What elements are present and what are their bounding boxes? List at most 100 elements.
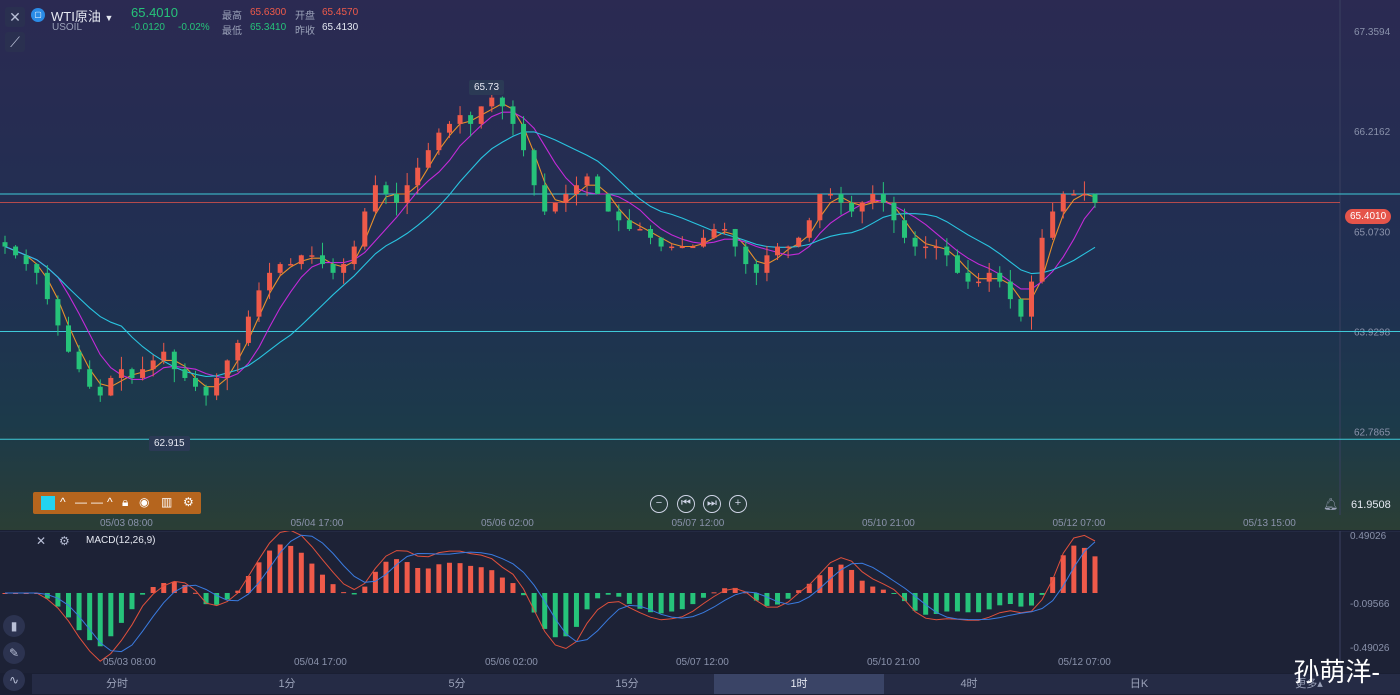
lock-icon[interactable]: 🔒︎: [122, 495, 129, 509]
candle-body: [108, 377, 114, 396]
macd-histogram-bar: [891, 593, 897, 594]
bottom-axis-value: 61.9508: [1351, 499, 1391, 511]
chevron-up-icon[interactable]: ^: [60, 495, 66, 509]
period-tab[interactable]: 4时: [960, 678, 978, 690]
candle-body: [203, 386, 209, 396]
macd-histogram-bar: [912, 593, 918, 611]
period-tab-active[interactable]: 1时: [714, 674, 884, 694]
indicator-settings-icon[interactable]: ⚙: [59, 534, 70, 548]
macd-histogram-bar: [965, 593, 971, 613]
candle-body: [372, 185, 378, 212]
candle-body: [309, 255, 315, 257]
drawing-tool-icon[interactable]: ⟋: [5, 32, 25, 52]
candle-body: [383, 185, 389, 194]
macd-histogram-bar: [161, 583, 167, 593]
price-chart[interactable]: 67.3594 66.2162 65.0730 63.9298 62.7865 05/0…: [0, 0, 1400, 530]
period-tab[interactable]: 日K: [1129, 678, 1149, 690]
scroll-end-button[interactable]: ⏭: [703, 495, 721, 513]
candle-body: [859, 202, 865, 212]
time-axis-label: 05/06 02:00: [481, 518, 534, 529]
macd-histogram-bar: [711, 592, 717, 594]
symbol-logo-icon: ▢: [31, 8, 45, 22]
macd-histogram-bar: [288, 545, 294, 593]
macd-histogram-bar: [108, 593, 114, 637]
candle-body: [489, 97, 495, 107]
macd-histogram-bar: [44, 593, 50, 599]
macd-histogram-bar: [457, 563, 463, 593]
candle-body: [743, 246, 749, 265]
macd-axis-label: 0.49026: [1350, 531, 1387, 542]
macd-histogram-bar: [1081, 547, 1087, 593]
candle-body: [171, 351, 177, 370]
candle-body: [362, 211, 368, 247]
pen-icon[interactable]: ✎: [3, 642, 25, 664]
candle-body: [319, 255, 325, 265]
macd-histogram-bar: [1007, 593, 1013, 605]
scroll-start-button[interactable]: ⏮: [677, 495, 695, 513]
color-swatch[interactable]: [41, 496, 55, 510]
candle-body: [13, 246, 19, 256]
close-chart-button[interactable]: ✕: [5, 7, 25, 27]
alert-bell-icon[interactable]: 🔔︎: [1323, 497, 1339, 511]
zoom-out-button[interactable]: −: [650, 495, 668, 513]
macd-chart[interactable]: 0.49026 -0.09566 -0.49026 05/03 08:00 05/04 …: [0, 531, 1400, 673]
macd-time-label: 05/03 08:00: [103, 657, 156, 668]
macd-histogram-bar: [436, 564, 442, 593]
candle-body: [902, 220, 908, 238]
macd-histogram-bar: [150, 587, 156, 593]
high-annotation: 65.73: [469, 80, 505, 95]
candle-body: [817, 193, 823, 221]
candle-body: [446, 123, 452, 133]
candle-body: [870, 193, 876, 203]
period-tab[interactable]: 1分: [278, 678, 296, 690]
macd-histogram-bar: [679, 593, 685, 610]
visibility-icon[interactable]: ◉: [139, 495, 150, 509]
macd-histogram-bar: [298, 552, 304, 593]
macd-histogram-bar: [605, 593, 611, 595]
macd-histogram-bar: [76, 593, 82, 631]
watermark: 孙萌洋-: [1293, 657, 1380, 687]
price-axis-label: 62.7865: [1354, 428, 1391, 439]
candle-body: [55, 299, 61, 326]
time-axis-label: 05/04 17:00: [291, 518, 344, 529]
line-style-icon[interactable]: —: [75, 495, 87, 509]
macd-histogram-bar: [192, 592, 198, 594]
candle-body: [415, 167, 421, 186]
macd-histogram-bar: [499, 577, 505, 593]
period-tab[interactable]: 5分: [448, 678, 466, 690]
period-selector: 分时 1分 5分 15分 1时 4时 日K 更多▴: [32, 674, 1400, 694]
candle-body: [552, 202, 558, 212]
settings-icon[interactable]: ⚙: [183, 495, 194, 509]
symbol-code: USOIL: [52, 22, 83, 33]
chevron-up-icon[interactable]: ^: [107, 495, 113, 509]
candle-body: [499, 97, 505, 107]
close-indicator-icon[interactable]: ✕: [36, 534, 47, 548]
indicator-icon[interactable]: ▮: [3, 615, 25, 637]
macd-histogram-bar: [118, 593, 124, 623]
macd-histogram-bar: [404, 562, 410, 593]
zoom-in-button[interactable]: +: [729, 495, 747, 513]
open-label: 开盘: [295, 11, 315, 22]
last-price: 65.4010: [131, 5, 178, 20]
candle-body: [118, 369, 124, 378]
candle-body: [679, 246, 685, 249]
macd-histogram-bar: [129, 593, 135, 610]
period-tab-more[interactable]: 更多▴: [1295, 678, 1323, 690]
change-value: -0.0120: [131, 22, 165, 33]
candle-body: [658, 237, 664, 247]
chart-type-icon[interactable]: ∿: [3, 669, 25, 691]
period-tab[interactable]: 15分: [615, 678, 639, 690]
macd-histogram-bar: [203, 593, 209, 605]
macd-histogram-bar: [415, 567, 421, 593]
macd-histogram-bar: [171, 581, 177, 593]
symbol-name[interactable]: WTI原油 ▼: [51, 9, 114, 24]
macd-histogram-bar: [595, 593, 601, 599]
candle-body: [944, 246, 950, 256]
candle-body: [298, 255, 304, 265]
candle-body: [775, 246, 781, 256]
line-width-icon[interactable]: —: [91, 495, 103, 509]
period-tab[interactable]: 分时: [106, 678, 128, 690]
delete-icon[interactable]: ▥: [161, 495, 173, 509]
candle-body: [425, 150, 431, 168]
macd-time-label: 05/04 17:00: [294, 657, 347, 668]
